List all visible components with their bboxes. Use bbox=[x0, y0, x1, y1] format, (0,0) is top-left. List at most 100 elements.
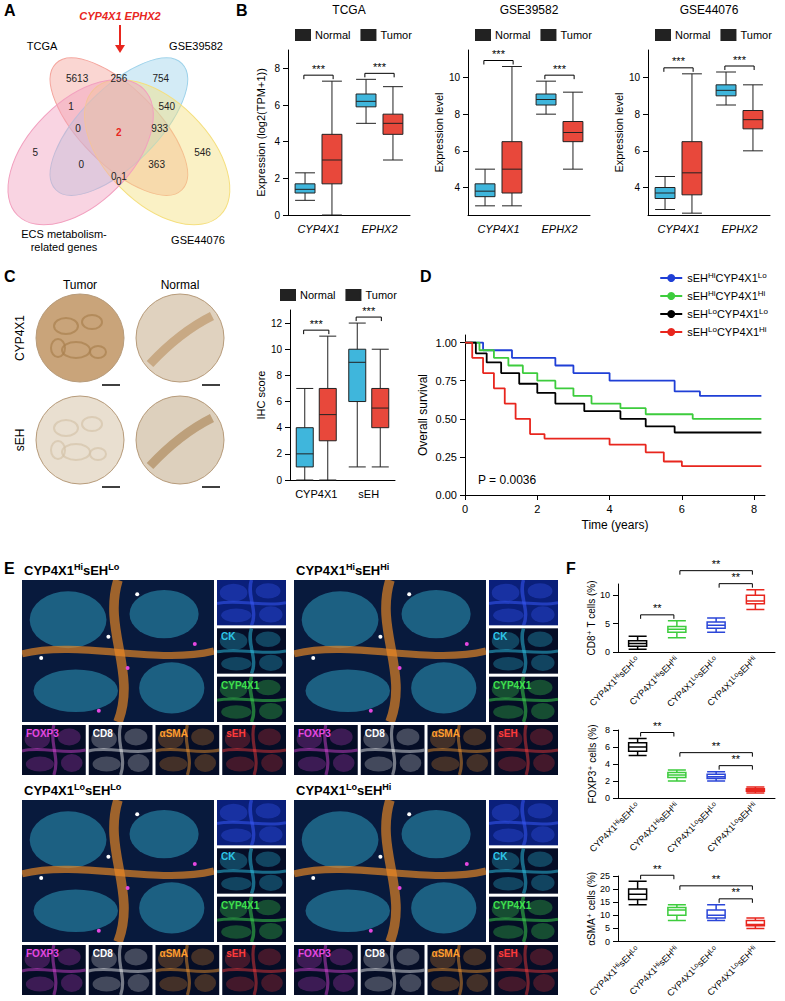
svg-text:0: 0 bbox=[462, 503, 468, 515]
svg-text:256: 256 bbox=[111, 73, 128, 84]
svg-text:CK: CK bbox=[221, 631, 236, 642]
svg-text:0: 0 bbox=[78, 159, 84, 170]
svg-text:***: *** bbox=[312, 63, 326, 75]
svg-text:25: 25 bbox=[600, 871, 610, 881]
svg-text:10: 10 bbox=[600, 910, 610, 920]
svg-text:0: 0 bbox=[605, 937, 610, 947]
svg-text:EPHX2: EPHX2 bbox=[361, 223, 397, 235]
svg-text:CYP4X1: CYP4X1 bbox=[665, 967, 696, 998]
svg-text:6: 6 bbox=[454, 145, 460, 156]
svg-text:8: 8 bbox=[634, 109, 640, 120]
svg-text:CYP4X1: CYP4X1 bbox=[716, 272, 758, 284]
svg-text:sEH: sEH bbox=[498, 948, 517, 959]
svg-text:**: ** bbox=[712, 873, 721, 885]
svg-text:***: *** bbox=[362, 305, 376, 317]
svg-text:754: 754 bbox=[152, 73, 169, 84]
svg-text:5613: 5613 bbox=[66, 73, 89, 84]
svg-text:CYP4X1: CYP4X1 bbox=[588, 966, 619, 997]
svg-text:6: 6 bbox=[605, 742, 610, 752]
svg-text:2: 2 bbox=[116, 127, 122, 138]
svg-text:15: 15 bbox=[600, 897, 610, 907]
svg-text:CYP4X1: CYP4X1 bbox=[665, 823, 696, 854]
svg-text:8: 8 bbox=[276, 370, 282, 381]
svg-text:0: 0 bbox=[276, 475, 282, 486]
svg-text:Tumor: Tumor bbox=[560, 29, 592, 41]
svg-text:Tumor: Tumor bbox=[365, 289, 397, 301]
svg-text:CYP4X1LosEHHi: CYP4X1LosEHHi bbox=[296, 782, 391, 798]
svg-text:CYP4X1: CYP4X1 bbox=[717, 326, 759, 338]
svg-text:CYP4X1: CYP4X1 bbox=[628, 676, 659, 707]
svg-text:FOXP3: FOXP3 bbox=[298, 728, 331, 739]
svg-text:Normal: Normal bbox=[675, 29, 710, 41]
svg-text:Normal: Normal bbox=[315, 29, 350, 41]
svg-text:5: 5 bbox=[605, 619, 610, 629]
svg-text:CYP4X1LosEHLo: CYP4X1LosEHLo bbox=[24, 782, 122, 798]
svg-text:***: *** bbox=[373, 61, 387, 73]
svg-text:Time (years): Time (years) bbox=[582, 518, 649, 532]
svg-text:2: 2 bbox=[534, 503, 540, 515]
svg-text:αSMA: αSMA bbox=[432, 728, 460, 739]
svg-text:sEH: sEH bbox=[13, 429, 27, 452]
svg-text:sEH: sEH bbox=[687, 326, 708, 338]
svg-text:6: 6 bbox=[276, 396, 282, 407]
svg-text:6: 6 bbox=[679, 503, 685, 515]
svg-text:ECS metabolism-: ECS metabolism- bbox=[21, 228, 107, 240]
svg-text:***: *** bbox=[492, 48, 506, 60]
svg-text:Normal: Normal bbox=[495, 29, 530, 41]
svg-text:sEH: sEH bbox=[687, 308, 708, 320]
svg-text:CYP4X1: CYP4X1 bbox=[13, 315, 27, 361]
svg-text:CYP4X1: CYP4X1 bbox=[705, 677, 736, 708]
svg-text:CYP4X1: CYP4X1 bbox=[717, 308, 759, 320]
svg-text:4: 4 bbox=[454, 182, 460, 193]
svg-text:Hi: Hi bbox=[758, 289, 766, 298]
svg-text:540: 540 bbox=[158, 101, 175, 112]
svg-text:***: *** bbox=[672, 55, 686, 67]
svg-text:CYP4X1: CYP4X1 bbox=[477, 223, 519, 235]
svg-text:546: 546 bbox=[194, 147, 211, 158]
svg-text:αSMA: αSMA bbox=[432, 948, 460, 959]
svg-text:CD8: CD8 bbox=[93, 728, 113, 739]
svg-text:CYP4X1: CYP4X1 bbox=[588, 823, 619, 854]
svg-text:sEH: sEH bbox=[226, 948, 245, 959]
svg-text:0: 0 bbox=[75, 123, 81, 134]
svg-text:0.50: 0.50 bbox=[436, 413, 457, 425]
svg-text:10: 10 bbox=[271, 344, 283, 355]
svg-text:αSMA⁺ cells (%): αSMA⁺ cells (%) bbox=[586, 872, 597, 946]
svg-text:1: 1 bbox=[68, 101, 74, 112]
svg-text:Tumor: Tumor bbox=[380, 29, 412, 41]
svg-text:0: 0 bbox=[274, 210, 280, 221]
svg-text:CYP4X1: CYP4X1 bbox=[493, 680, 532, 691]
svg-text:F: F bbox=[566, 560, 576, 577]
svg-text:4: 4 bbox=[634, 182, 640, 193]
svg-text:Expression level: Expression level bbox=[433, 92, 445, 172]
svg-text:CD8: CD8 bbox=[93, 948, 113, 959]
svg-text:CYP4X1: CYP4X1 bbox=[588, 677, 619, 708]
svg-text:EPHX2: EPHX2 bbox=[721, 223, 757, 235]
svg-text:αSMA: αSMA bbox=[160, 948, 188, 959]
svg-text:8: 8 bbox=[274, 63, 280, 74]
svg-text:D: D bbox=[420, 268, 432, 285]
svg-text:**: ** bbox=[653, 863, 662, 875]
svg-text:CD8: CD8 bbox=[365, 728, 385, 739]
svg-text:**: ** bbox=[731, 886, 740, 898]
svg-text:sEH: sEH bbox=[687, 272, 708, 284]
svg-text:EPHX2: EPHX2 bbox=[541, 223, 577, 235]
svg-text:4: 4 bbox=[607, 503, 613, 515]
svg-text:CK: CK bbox=[493, 631, 508, 642]
svg-text:4: 4 bbox=[276, 422, 282, 433]
svg-text:1.00: 1.00 bbox=[436, 337, 457, 349]
svg-text:8: 8 bbox=[751, 503, 757, 515]
svg-text:CYP4X1: CYP4X1 bbox=[665, 677, 696, 708]
svg-text:FOXP3⁺ cells (%): FOXP3⁺ cells (%) bbox=[587, 724, 598, 803]
svg-text:CYP4X1: CYP4X1 bbox=[297, 223, 339, 235]
svg-text:4: 4 bbox=[274, 136, 280, 147]
svg-text:GSE39582: GSE39582 bbox=[169, 40, 223, 52]
svg-text:2: 2 bbox=[274, 173, 280, 184]
svg-text:GSE39582: GSE39582 bbox=[500, 3, 559, 17]
svg-text:2: 2 bbox=[276, 448, 282, 459]
svg-text:Expression level: Expression level bbox=[613, 92, 625, 172]
svg-text:**: ** bbox=[712, 558, 721, 570]
svg-text:CD8: CD8 bbox=[365, 948, 385, 959]
svg-text:**: ** bbox=[653, 602, 662, 614]
svg-text:**: ** bbox=[731, 753, 740, 765]
